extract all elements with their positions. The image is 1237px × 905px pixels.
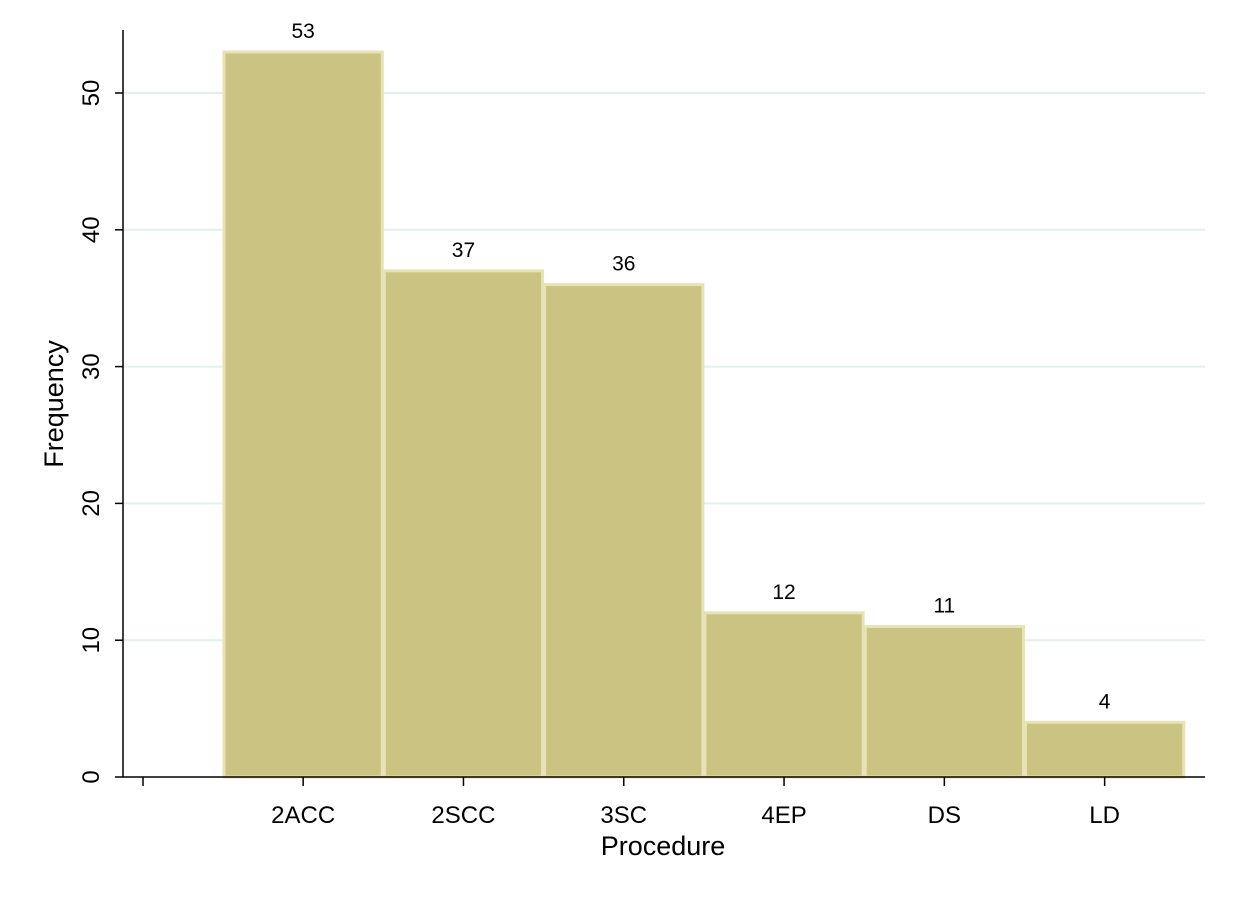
x-tick-label: 3SC [600,802,647,829]
bar-LD [1024,720,1186,779]
bar-2ACC [222,50,384,779]
bar-3SC [543,283,705,779]
data-label: 36 [612,253,635,276]
y-tick-label: 0 [78,770,105,783]
bar-2SCC [382,269,545,779]
y-tick-label: 30 [78,353,105,380]
bar-4EP [703,611,865,779]
data-label: 11 [933,595,955,618]
x-tick-label: 2SCC [431,802,495,829]
y-tick-label: 10 [78,627,105,654]
y-tick-label: 20 [78,490,105,517]
x-tick-label: 4EP [761,802,806,829]
y-axis-title: Frequency [39,340,69,468]
y-tick-label: 50 [78,80,105,107]
x-tick-label: LD [1089,802,1120,829]
data-labels: 53 37 36 12 11 4 [291,20,1110,713]
data-label: 53 [291,20,314,43]
y-tick-label: 40 [78,216,105,243]
data-label: 4 [1099,690,1111,713]
data-label: 12 [772,581,795,604]
x-axis-title: Procedure [601,831,726,861]
x-tick-label: DS [928,802,961,829]
bar-DS [863,625,1026,779]
x-axis-ticks: 2ACC 2SCC 3SC 4EP DS LD [142,777,1120,829]
x-tick-label: 2ACC [271,802,335,829]
bars [222,50,1186,779]
y-axis-ticks: 0 10 20 30 40 50 [78,80,123,784]
data-label: 37 [452,239,475,262]
